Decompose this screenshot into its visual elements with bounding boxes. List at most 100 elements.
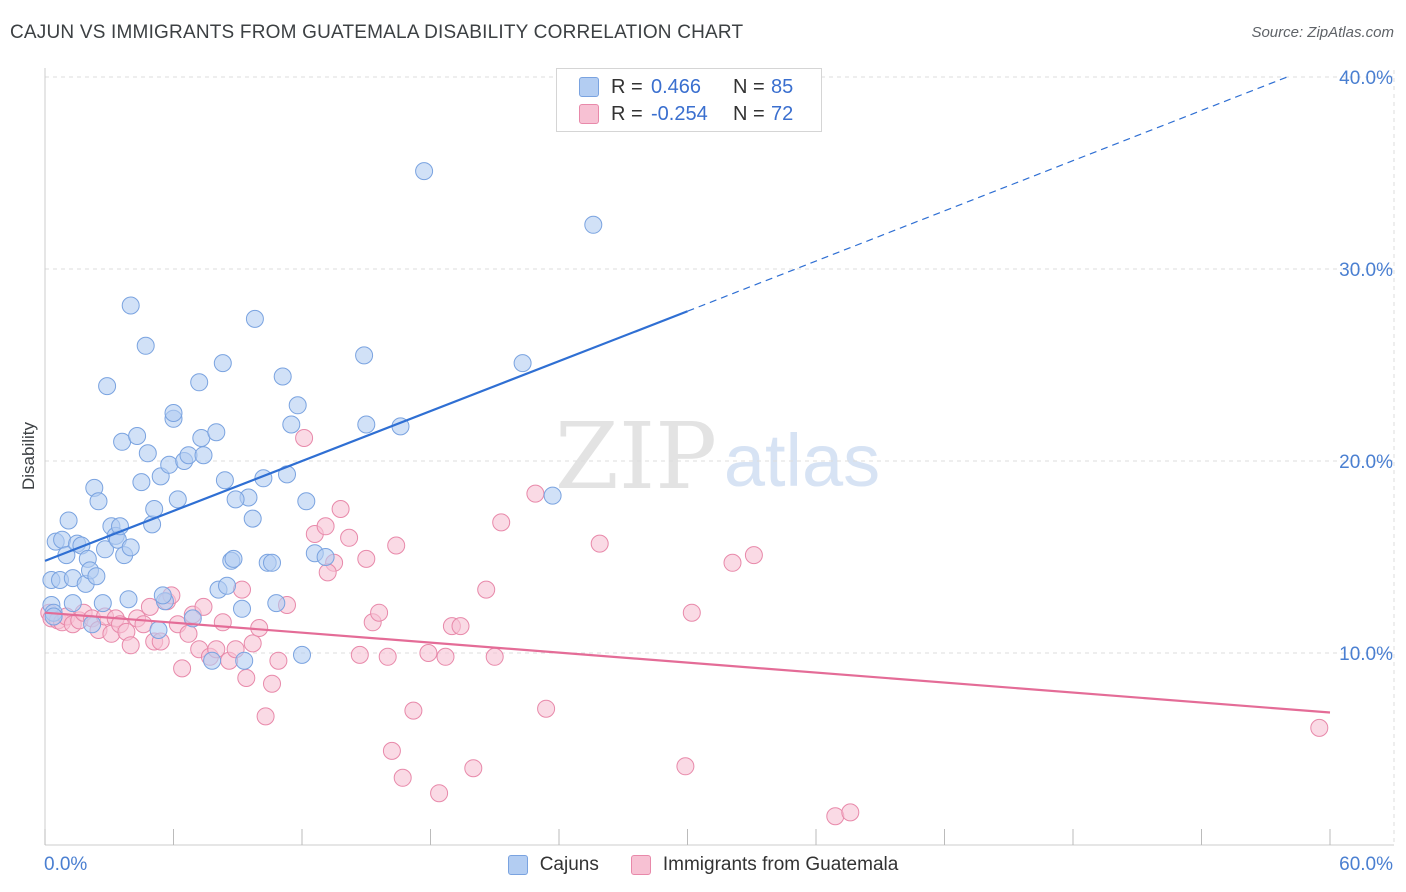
cajuns-point <box>153 586 172 605</box>
legend-swatch-cajuns <box>579 77 599 97</box>
legend-n-label: N = <box>733 102 765 125</box>
legend-n-value: 72 <box>771 102 794 125</box>
legend-item-cajuns[interactable]: Cajuns <box>507 854 599 876</box>
cajuns-point <box>63 594 82 613</box>
cajuns-point <box>263 553 281 572</box>
cajuns-point <box>44 607 63 626</box>
guatemala-point <box>744 546 763 565</box>
cajuns-point <box>293 645 311 664</box>
guatemala-point <box>173 659 192 678</box>
guatemala-point <box>430 784 449 803</box>
grid <box>45 70 1395 845</box>
guatemala-point <box>295 429 314 447</box>
legend-n-value: 85 <box>771 75 794 98</box>
x-tick-label: 60.0% <box>1339 854 1393 875</box>
guatemala-point <box>723 553 742 572</box>
y-tick-label: 40.0% <box>1339 68 1393 89</box>
watermark-zip: ZIP <box>555 403 717 510</box>
chart-title: CAJUN VS IMMIGRANTS FROM GUATEMALA DISAB… <box>10 22 744 43</box>
cajuns-point <box>543 486 562 505</box>
guatemala-point <box>194 597 213 616</box>
x-tick-label: 0.0% <box>44 854 87 875</box>
cajuns-point <box>121 296 140 315</box>
cajuns-point <box>149 621 168 639</box>
guatemala-point <box>477 580 496 599</box>
guatemala-point <box>492 513 511 532</box>
cajuns-point <box>224 549 243 568</box>
cajuns-point <box>119 590 138 609</box>
cajuns-point <box>113 432 132 451</box>
cajuns-point <box>357 415 376 434</box>
guatemala-point <box>237 669 256 687</box>
guatemala-point <box>1310 718 1329 737</box>
legend-n-label: N = <box>733 75 765 98</box>
guatemala-point <box>233 580 251 599</box>
legend-swatch-guatemala <box>630 855 651 875</box>
cajuns-point <box>273 367 292 386</box>
source-credit: Source: ZipAtlas.com <box>1251 24 1394 41</box>
cajuns-point <box>297 492 316 511</box>
cajuns-point <box>415 162 434 181</box>
cajuns-point <box>267 594 286 613</box>
cajuns-trend-line <box>44 310 688 562</box>
series-legend: Cajuns Immigrants from Guatemala <box>0 852 1406 878</box>
guatemala-point <box>256 707 275 726</box>
cajuns-point <box>218 576 236 595</box>
guatemala-point <box>331 500 350 518</box>
cajuns-point <box>87 567 106 586</box>
cajuns-point <box>207 423 226 442</box>
cajuns-point <box>235 651 254 670</box>
cajuns-point <box>203 651 222 670</box>
series-cajuns-points <box>42 162 603 670</box>
legend-r-label: R = <box>611 102 643 125</box>
cajuns-point <box>121 538 140 557</box>
guatemala-point <box>382 741 401 760</box>
cajuns-point <box>213 354 232 373</box>
legend-label-cajuns: Cajuns <box>539 854 599 875</box>
guatemala-point <box>419 644 438 662</box>
cajuns-point <box>83 615 102 634</box>
legend-r-value: 0.466 <box>651 75 702 98</box>
cajuns-point <box>316 548 335 566</box>
cajuns-point <box>245 309 264 328</box>
axes <box>44 68 1394 846</box>
cajuns-point <box>584 215 603 234</box>
guatemala-point <box>121 636 140 655</box>
guatemala-point <box>590 534 609 553</box>
legend-row-guatemala: R = -0.254 N = 72 <box>579 102 793 126</box>
cajuns-point <box>513 354 532 373</box>
cajuns-point <box>183 609 202 628</box>
guatemala-point <box>826 807 845 826</box>
guatemala-point <box>340 528 359 547</box>
legend-swatch-guatemala <box>579 104 599 124</box>
cajuns-point <box>233 599 251 618</box>
guatemala-point <box>263 674 281 693</box>
legend-item-guatemala[interactable]: Immigrants from Guatemala <box>630 854 899 876</box>
cajuns-point <box>59 511 78 530</box>
cajuns-point <box>282 415 301 434</box>
guatemala-point <box>841 803 860 822</box>
y-axis-title: Disability <box>19 421 38 490</box>
correlation-legend: R = 0.466 N = 85 R = -0.254 N = 72 <box>556 68 822 132</box>
legend-label-guatemala: Immigrants from Guatemala <box>662 854 899 875</box>
legend-row-cajuns: R = 0.466 N = 85 <box>579 75 793 99</box>
guatemala-point <box>316 517 335 536</box>
cajuns-point <box>288 396 307 415</box>
cajuns-point <box>192 429 211 447</box>
cajuns-point <box>136 336 155 355</box>
cajuns-point <box>190 373 209 392</box>
guatemala-point <box>370 603 389 622</box>
guatemala-point <box>378 647 397 666</box>
cajuns-point <box>168 490 187 509</box>
guatemala-point <box>357 549 376 568</box>
guatemala-point <box>537 699 556 718</box>
guatemala-point <box>464 759 483 778</box>
cajuns-point <box>215 471 234 490</box>
cajuns-point <box>138 444 157 463</box>
guatemala-point <box>526 484 545 503</box>
cajuns-point <box>160 455 179 474</box>
cajuns-point <box>89 492 108 511</box>
cajuns-point <box>98 377 117 396</box>
cajuns-point <box>128 427 147 445</box>
